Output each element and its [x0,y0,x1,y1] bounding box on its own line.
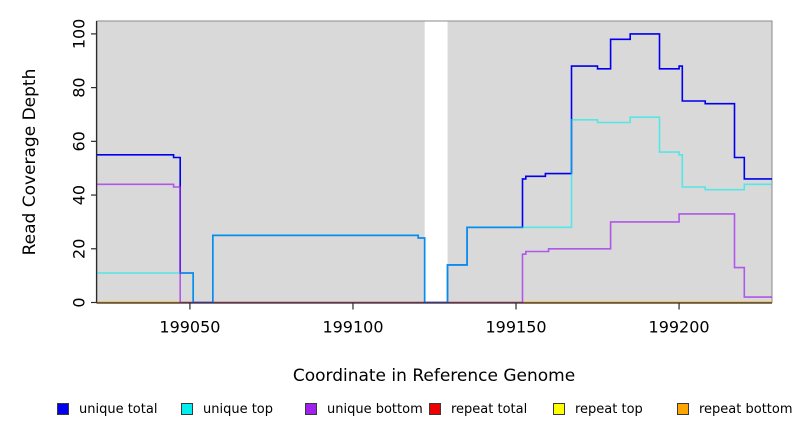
series-unique-bottom-line [97,183,772,304]
y-tick-label: 80 [70,77,89,97]
legend-item-unique-bottom: unique bottom [305,399,423,419]
x-axis-title: Coordinate in Reference Genome [292,366,576,386]
legend-item-unique-top: unique top [181,399,273,419]
legend-label: repeat total [451,401,528,417]
x-tick-label: 199050 [159,318,220,337]
y-tick-label: 100 [70,19,89,50]
legend-item-repeat-top: repeat top [553,399,643,419]
legend-swatch-unique-bottom [305,403,317,415]
legend-swatch-unique-total [57,403,69,415]
y-tick-label: 0 [70,297,89,307]
legend-swatch-repeat-total [429,403,441,415]
y-tick-label: 20 [70,239,89,259]
legend-label: unique top [203,401,274,417]
legend-swatch-unique-top [181,403,193,415]
x-tick-label: 199100 [322,318,383,337]
y-axis-title: Read Coverage Depth [20,68,40,256]
y-tick-label: 40 [70,185,89,205]
legend-label: unique total [79,401,158,417]
y-tick-label: 60 [70,131,89,151]
x-tick-label: 199150 [485,318,546,337]
legend-swatch-repeat-bottom [677,403,689,415]
x-tick-label: 199200 [649,318,710,337]
legend-item-repeat-bottom: repeat bottom [677,399,792,419]
legend-label: repeat top [575,401,643,417]
missing-data-band [424,21,448,303]
legend-item-repeat-total: repeat total [429,399,527,419]
legend-label: repeat bottom [699,401,792,417]
series-unique-top-line [97,116,772,304]
legend-item-unique-total: unique total [57,399,157,419]
legend-swatch-repeat-top [553,403,565,415]
legend-label: unique bottom [327,401,423,417]
legend: unique total unique top unique bottom repea… [0,399,792,421]
